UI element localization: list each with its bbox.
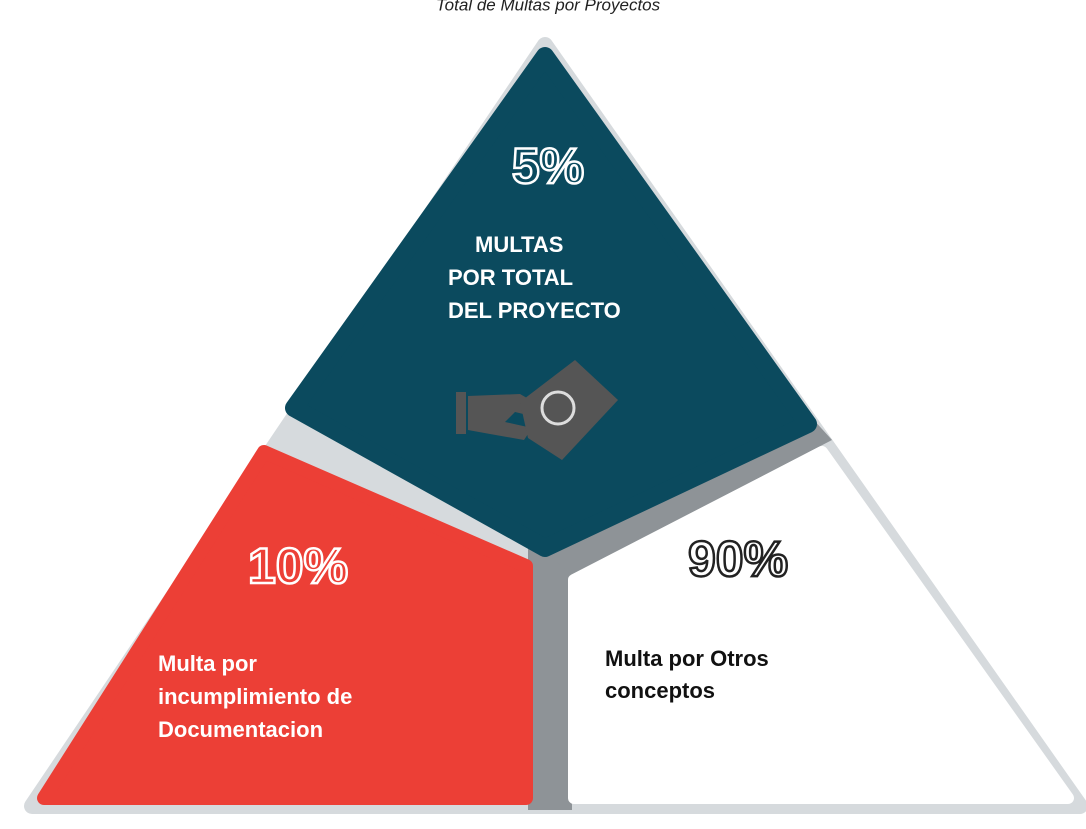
percent: 90% <box>688 531 788 587</box>
separator <box>528 548 572 810</box>
segment-right <box>568 446 1074 804</box>
label: Multa por <box>158 651 257 676</box>
label: DEL PROYECTO <box>448 298 621 323</box>
segment-left <box>37 445 533 805</box>
title: Total de Multas por Proyectos <box>436 0 661 14</box>
label: Multa por Otros <box>605 646 769 671</box>
label: incumplimiento de <box>158 684 352 709</box>
separator <box>545 418 832 575</box>
label: conceptos <box>605 678 715 703</box>
label: POR TOTAL <box>448 265 573 290</box>
label: MULTAS <box>475 232 563 257</box>
label: Documentacion <box>158 717 323 742</box>
money-icon <box>456 360 618 460</box>
segment-top <box>285 47 817 557</box>
percent: 5% <box>512 138 584 194</box>
percent: 10% <box>248 538 348 594</box>
